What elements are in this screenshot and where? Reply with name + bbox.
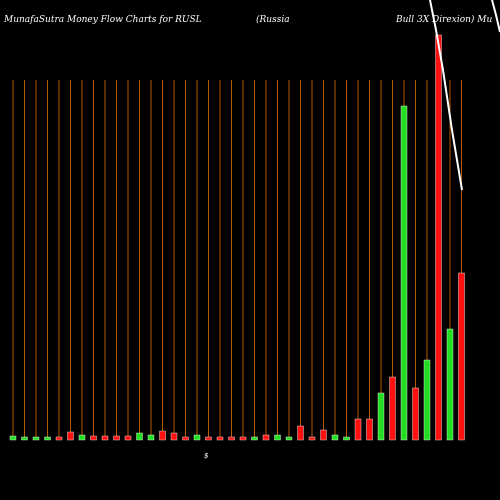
bar (90, 435, 97, 441)
bar (55, 436, 63, 441)
bar (147, 434, 155, 441)
bar (9, 435, 17, 441)
bar (274, 434, 281, 441)
bar (193, 434, 201, 441)
bar (228, 436, 235, 441)
bar (423, 359, 431, 441)
bar (308, 436, 316, 441)
bar (44, 436, 51, 441)
bar (285, 436, 293, 441)
bar (251, 436, 258, 441)
bar (458, 272, 465, 441)
bar (136, 432, 143, 441)
bar (205, 436, 212, 441)
bar (113, 435, 120, 441)
bar (78, 434, 86, 441)
bar (262, 434, 270, 441)
bar (159, 430, 166, 441)
chart-title: (Russia (256, 14, 290, 25)
chart-title: Bull 3X Direxion) Mu (395, 14, 493, 25)
bar (343, 436, 350, 441)
bar (239, 436, 247, 441)
bar (354, 418, 362, 441)
bar (124, 435, 132, 441)
bar (32, 436, 40, 441)
bars (9, 34, 465, 441)
price-line (429, 0, 463, 191)
bar (320, 429, 327, 441)
price-line (491, 0, 500, 33)
bar (67, 431, 74, 441)
bar (377, 392, 385, 441)
bar (297, 425, 304, 441)
bar (170, 432, 178, 441)
bar (21, 436, 28, 441)
bar (182, 436, 189, 441)
axis-label: $ (204, 452, 209, 460)
bar (412, 387, 419, 441)
bar (331, 434, 339, 441)
chart-title: MunafaSutra Money Flow Charts for RUSL (3, 15, 202, 25)
bar (366, 418, 373, 441)
bar (101, 435, 109, 441)
bar (435, 34, 442, 441)
bar (446, 328, 454, 441)
bar (389, 376, 396, 441)
bar (216, 436, 224, 441)
bar (400, 105, 408, 441)
